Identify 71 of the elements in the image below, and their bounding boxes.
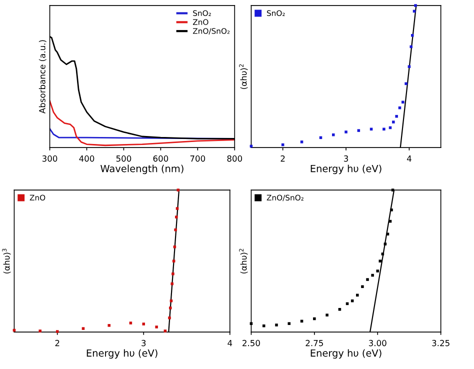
point xyxy=(275,324,278,326)
point xyxy=(38,330,42,332)
y-axis-title: (αhυ)$^{2}$ xyxy=(239,64,248,89)
point xyxy=(395,114,398,118)
point xyxy=(382,128,386,131)
point xyxy=(108,324,111,327)
y-axis-title: (αhυ)$^{3}$ xyxy=(2,248,11,274)
point xyxy=(408,65,411,68)
point xyxy=(344,130,348,134)
y-axis-title: Absorbance (a.u.) xyxy=(38,40,46,114)
x-axis-title: Energy hυ (eV) xyxy=(86,349,158,359)
point xyxy=(366,278,369,281)
point xyxy=(129,322,132,324)
point xyxy=(56,330,59,333)
x-tick-label: 2.75 xyxy=(306,340,323,346)
x-tick-label: 500 xyxy=(116,155,132,162)
point xyxy=(176,188,180,192)
point xyxy=(82,327,85,330)
point xyxy=(288,322,291,325)
point xyxy=(361,285,364,288)
point xyxy=(357,129,360,132)
x-axis-title: Wavelength (nm) xyxy=(100,164,184,174)
x-tick-label: 3.25 xyxy=(432,340,450,346)
point xyxy=(164,330,167,332)
x-tick-label: 400 xyxy=(79,155,94,162)
point xyxy=(168,306,172,310)
point xyxy=(381,252,384,256)
x-tick-label: 2 xyxy=(55,340,60,346)
point xyxy=(155,326,158,328)
x-tick-label: 2 xyxy=(280,155,285,162)
x-tick-label: 3.00 xyxy=(368,340,386,346)
x-axis-title: Energy hυ (eV) xyxy=(310,349,382,359)
point xyxy=(338,308,342,311)
point xyxy=(376,270,380,272)
point xyxy=(168,316,171,320)
point xyxy=(170,282,174,286)
point xyxy=(356,294,359,297)
point xyxy=(175,216,178,218)
point xyxy=(172,260,176,262)
point xyxy=(176,207,179,210)
point xyxy=(332,133,335,136)
point xyxy=(300,140,304,144)
point xyxy=(172,272,174,276)
point xyxy=(410,34,414,37)
point xyxy=(326,314,328,316)
point xyxy=(404,82,408,86)
point xyxy=(386,232,390,236)
point xyxy=(142,322,146,326)
point xyxy=(371,274,374,277)
point xyxy=(402,100,404,104)
point xyxy=(392,120,395,124)
x-tick-label: 300 xyxy=(42,155,58,162)
point xyxy=(250,322,253,325)
x-tick-label: 600 xyxy=(153,155,168,162)
point xyxy=(174,228,177,232)
x-tick-label: 2.50 xyxy=(242,340,260,346)
point xyxy=(378,260,382,262)
x-tick-label: 3 xyxy=(344,155,348,162)
point xyxy=(391,188,394,192)
x-tick-label: 4 xyxy=(228,340,232,346)
point xyxy=(313,317,316,320)
x-tick-label: 800 xyxy=(227,155,242,162)
point xyxy=(384,242,387,246)
point xyxy=(410,45,413,48)
x-tick-label: 700 xyxy=(190,155,206,162)
x-tick-label: 4 xyxy=(406,155,412,162)
point xyxy=(370,128,373,131)
y-axis-title: (αhυ)$^{2}$ xyxy=(239,248,248,274)
x-axis-title: Energy hυ (eV) xyxy=(310,164,382,174)
x-tick-label: 3 xyxy=(142,340,146,346)
point xyxy=(414,4,417,7)
